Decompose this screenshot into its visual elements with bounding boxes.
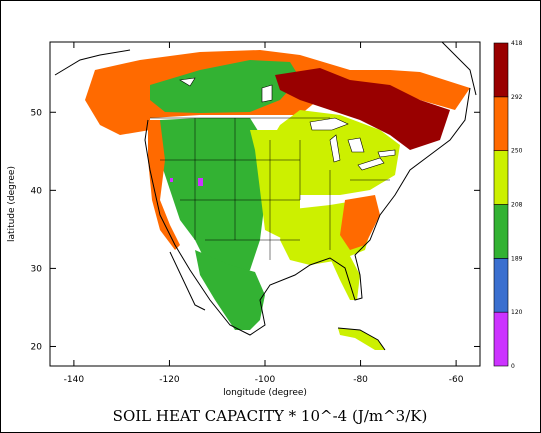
coastlines	[54, 42, 477, 351]
x-tick-label: -80	[353, 375, 368, 385]
y-tick-label: 30	[31, 264, 43, 274]
colorbar-segment	[493, 258, 509, 313]
region-mexico	[195, 250, 265, 330]
colorbar-segment	[493, 204, 509, 259]
colorbar-label: 292	[511, 94, 523, 101]
region-canada-east	[275, 68, 450, 150]
x-tick-label: -100	[255, 375, 276, 385]
y-tick-label: 20	[31, 342, 43, 352]
y-tick-label: 50	[31, 108, 43, 118]
chart-title: SOIL HEAT CAPACITY * 10^-4 (J/m^3/K)	[113, 407, 428, 425]
region-appalachia	[340, 195, 380, 250]
x-axis-label: longitude (degree)	[223, 388, 307, 398]
borders	[150, 117, 390, 260]
colorbar-segment	[493, 96, 509, 151]
colorbar-label: 418	[511, 40, 523, 47]
region-florida	[330, 256, 360, 300]
y-axis-label: latitude (degree)	[7, 166, 17, 242]
x-axis: -140 -120 -100 -80 -60	[64, 42, 464, 385]
colorbar-label: 189	[511, 255, 523, 262]
region-basin-spot	[198, 178, 203, 186]
x-tick-label: -140	[64, 375, 85, 385]
colorbar-segment	[493, 42, 509, 98]
lakes	[179, 77, 396, 171]
colorbar: 0 120 189 208 250 292 418	[493, 40, 523, 370]
colorbar-label: 0	[511, 363, 515, 370]
colorbar-label: 208	[511, 202, 523, 209]
colorbar-segment	[493, 311, 509, 367]
x-tick-label: -120	[159, 375, 180, 385]
colorbar-label: 250	[511, 148, 523, 155]
x-tick-label: -60	[449, 375, 464, 385]
y-tick-label: 40	[31, 186, 43, 196]
y-axis: 20 30 40 50	[31, 108, 480, 352]
colorbar-segment	[493, 150, 509, 205]
colorbar-label: 120	[511, 309, 523, 316]
region-pacific-coast	[148, 120, 180, 250]
region-cuba	[338, 328, 385, 350]
